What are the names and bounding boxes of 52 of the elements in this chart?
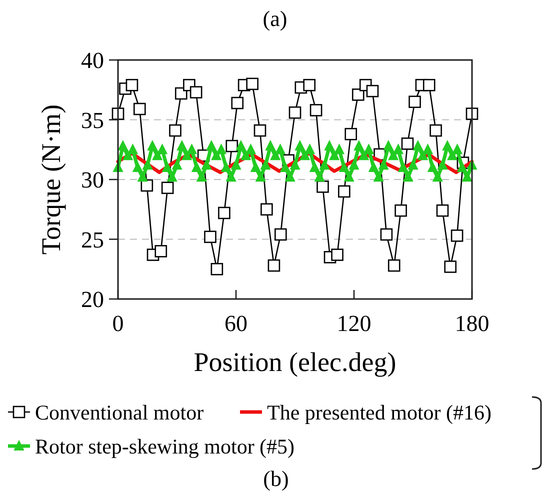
point [408, 96, 421, 108]
point [366, 84, 379, 98]
point [210, 262, 224, 276]
point [268, 259, 280, 272]
point [344, 128, 358, 140]
legend-label: The presented motor (#16) [267, 400, 492, 424]
text: (b) [263, 466, 289, 491]
text: (a) [262, 6, 288, 31]
point [169, 124, 182, 137]
point [316, 180, 329, 193]
point [226, 140, 238, 152]
y-tick-label: 35 [81, 108, 104, 133]
point [204, 230, 216, 244]
point [436, 204, 449, 217]
point [401, 138, 414, 150]
point [161, 182, 174, 194]
point [380, 228, 393, 241]
y-axis-title: Torque (N·m) [36, 104, 66, 255]
x-tick-label: 60 [224, 311, 248, 336]
point [260, 203, 273, 216]
legend-label: Conventional motor [35, 400, 204, 424]
point [274, 228, 287, 241]
legend-label: Rotor step-skewing motor (#5) [35, 434, 295, 458]
point [174, 87, 188, 100]
point [254, 124, 266, 137]
x-axis-title: Position (elec.deg) [194, 347, 396, 377]
point [218, 206, 230, 220]
point [310, 104, 322, 116]
point [394, 204, 407, 217]
point [338, 185, 350, 198]
point [126, 78, 138, 92]
point [246, 78, 258, 90]
point [288, 106, 302, 119]
point [450, 230, 464, 242]
point [133, 102, 146, 116]
y-tick-label: 40 [81, 48, 104, 74]
point [231, 96, 244, 110]
y-tick-label: 30 [81, 168, 104, 193]
x-tick-label: 180 [454, 311, 490, 336]
point [303, 78, 316, 92]
y-tick-label: 20 [81, 287, 104, 312]
point [331, 248, 344, 261]
point [154, 245, 168, 258]
y-tick-label: 25 [81, 227, 104, 252]
point [190, 86, 202, 98]
point [388, 259, 400, 272]
point [352, 88, 364, 101]
point [430, 124, 442, 137]
point [422, 78, 436, 92]
x-tick-label: 0 [112, 311, 124, 336]
point [444, 260, 457, 273]
x-tick-label: 120 [336, 311, 372, 336]
